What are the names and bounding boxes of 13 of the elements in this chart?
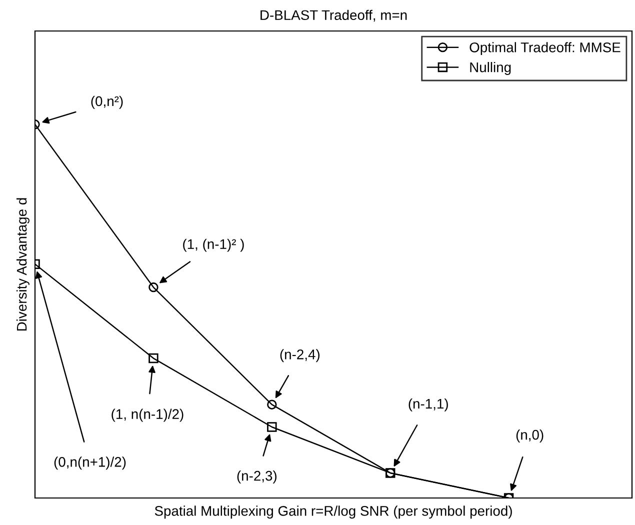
annotation: (n-2,3)	[237, 470, 276, 484]
text: (0,n²)	[91, 96, 123, 109]
legend-label: Nulling	[470, 62, 511, 75]
annotation: (1, (n-1)² )	[183, 238, 244, 252]
legend-label: Optimal Tradeoff: MMSE	[470, 42, 620, 56]
annotation: (0,n(n+1)/2)	[54, 456, 126, 470]
annotation: (n,0)	[516, 430, 544, 442]
x-axis-title: Spatial Multiplexing Gain r=R/log SNR (per symbol period)	[154, 506, 512, 519]
annotation: (n-2,4)	[280, 349, 320, 362]
annotation: (1, n(n-1)/2)	[112, 408, 184, 422]
y-axis-title: Diversity Advantage d	[16, 198, 30, 331]
annotation: (n-1,1)	[408, 398, 448, 412]
chart-title: D-BLAST Tradeoff, m=n	[260, 10, 407, 22]
